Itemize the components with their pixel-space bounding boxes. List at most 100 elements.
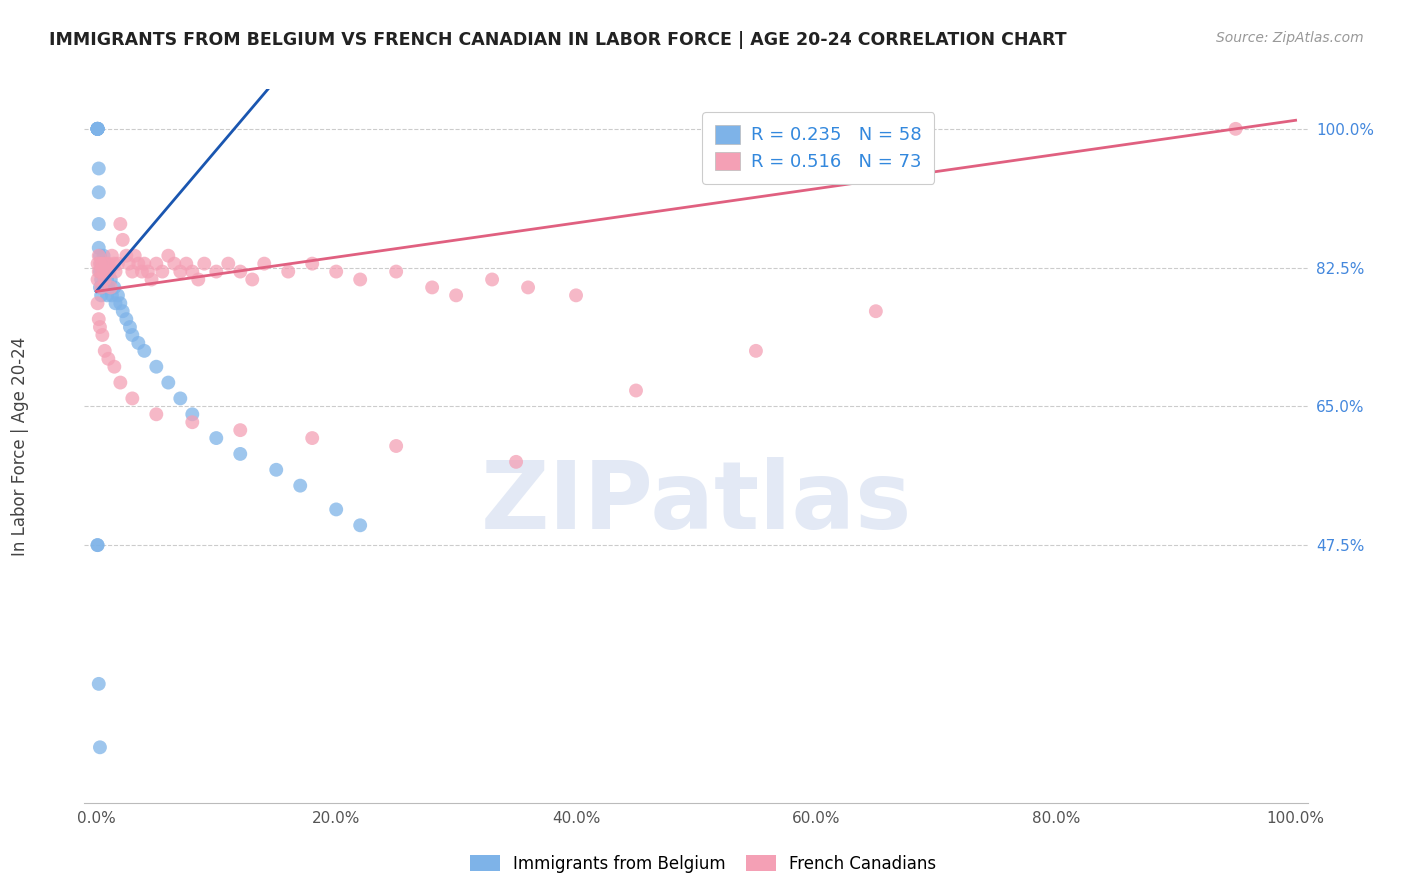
Text: IMMIGRANTS FROM BELGIUM VS FRENCH CANADIAN IN LABOR FORCE | AGE 20-24 CORRELATIO: IMMIGRANTS FROM BELGIUM VS FRENCH CANADI…: [49, 31, 1067, 49]
Point: [134, 343, 156, 358]
Point: [121, 264, 143, 278]
Point: [150, 264, 173, 278]
Point: [157, 376, 180, 390]
Point: [145, 407, 167, 421]
Point: [1225, 121, 1247, 136]
Point: [86, 121, 108, 136]
Point: [565, 288, 588, 302]
Point: [101, 288, 124, 302]
Point: [157, 249, 180, 263]
Point: [86, 121, 108, 136]
Point: [86, 538, 108, 552]
Point: [865, 304, 887, 318]
Point: [93, 272, 117, 286]
Point: [100, 280, 122, 294]
Point: [264, 463, 287, 477]
Point: [93, 272, 117, 286]
Point: [101, 249, 124, 263]
Point: [104, 296, 127, 310]
Point: [110, 217, 132, 231]
Point: [420, 280, 443, 294]
Point: [145, 359, 167, 374]
Point: [229, 264, 252, 278]
Point: [86, 121, 108, 136]
Point: [121, 392, 143, 406]
Point: [97, 280, 120, 294]
Point: [444, 288, 467, 302]
Point: [86, 257, 108, 271]
Legend: Immigrants from Belgium, French Canadians: Immigrants from Belgium, French Canadian…: [463, 848, 943, 880]
Point: [107, 288, 129, 302]
Point: [86, 538, 108, 552]
Point: [110, 296, 132, 310]
Point: [91, 257, 114, 271]
Point: [100, 272, 122, 286]
Point: [121, 328, 143, 343]
Text: Source: ZipAtlas.com: Source: ZipAtlas.com: [1216, 31, 1364, 45]
Point: [89, 740, 111, 755]
Point: [98, 264, 121, 278]
Point: [103, 359, 125, 374]
Point: [97, 257, 120, 271]
Point: [349, 272, 371, 286]
Point: [86, 121, 108, 136]
Point: [90, 264, 112, 278]
Point: [169, 264, 191, 278]
Point: [136, 264, 159, 278]
Point: [181, 415, 204, 429]
Point: [107, 257, 129, 271]
Point: [301, 431, 323, 445]
Point: [90, 272, 112, 286]
Point: [193, 257, 215, 271]
Point: [86, 272, 108, 286]
Point: [325, 264, 347, 278]
Point: [96, 272, 118, 286]
Point: [217, 257, 239, 271]
Point: [87, 677, 110, 691]
Point: [86, 121, 108, 136]
Point: [86, 121, 108, 136]
Point: [96, 288, 118, 302]
Point: [118, 320, 141, 334]
Point: [86, 121, 108, 136]
Point: [90, 257, 112, 271]
Legend: R = 0.235   N = 58, R = 0.516   N = 73: R = 0.235 N = 58, R = 0.516 N = 73: [702, 112, 935, 184]
Point: [87, 186, 110, 200]
Point: [93, 264, 115, 278]
Point: [103, 257, 125, 271]
Point: [87, 249, 110, 263]
Point: [86, 121, 108, 136]
Point: [87, 241, 110, 255]
Point: [89, 249, 111, 263]
Point: [110, 376, 132, 390]
Point: [349, 518, 371, 533]
Point: [93, 264, 115, 278]
Point: [87, 264, 110, 278]
Point: [745, 343, 768, 358]
Point: [89, 280, 111, 294]
Point: [181, 264, 204, 278]
Point: [90, 280, 112, 294]
Point: [205, 431, 228, 445]
Point: [205, 264, 228, 278]
Point: [481, 272, 503, 286]
Point: [624, 384, 647, 398]
Point: [325, 502, 347, 516]
Point: [115, 312, 138, 326]
Point: [93, 249, 115, 263]
Point: [253, 257, 276, 271]
Point: [87, 161, 110, 176]
Point: [127, 335, 149, 350]
Point: [115, 249, 138, 263]
Point: [89, 257, 111, 271]
Point: [90, 288, 112, 302]
Point: [131, 264, 153, 278]
Point: [94, 264, 117, 278]
Point: [87, 312, 110, 326]
Point: [91, 280, 114, 294]
Point: [93, 343, 117, 358]
Point: [103, 280, 125, 294]
Point: [229, 423, 252, 437]
Point: [94, 257, 117, 271]
Point: [505, 455, 527, 469]
